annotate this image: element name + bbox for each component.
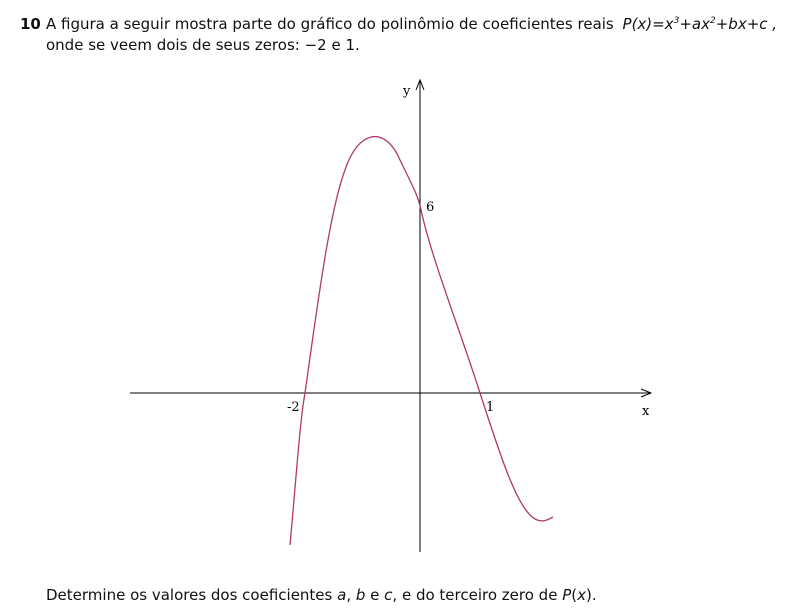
y-arrow <box>415 78 425 91</box>
prompt-part: , <box>346 586 356 604</box>
prompt-part: c <box>384 586 393 604</box>
point-label: -2 <box>287 400 300 415</box>
prompt: Determine os valores dos coeficientes a,… <box>46 586 597 604</box>
formula-exponent: 3 <box>673 16 680 26</box>
prompt-part: ( <box>571 586 578 604</box>
x-arrow <box>640 388 653 398</box>
formula: P(x)=x3+ax2+bx+c , <box>623 15 778 33</box>
prompt-part: , e do terceiro zero de <box>392 586 563 604</box>
point-label: 1 <box>486 400 494 415</box>
intro-line: A figura a seguir mostra parte do gráfic… <box>46 15 777 33</box>
prompt-part: Determine os valores dos coeficientes <box>46 586 338 604</box>
prompt-part: b <box>355 586 366 604</box>
curve <box>289 135 554 546</box>
intro-line-2: onde se veem dois de seus zeros: −2 e 1. <box>46 36 360 54</box>
formula-exponent: 2 <box>710 16 716 26</box>
question-number: 10 <box>20 15 41 33</box>
prompt-part: P <box>562 586 572 604</box>
formula-part: +ax <box>679 15 710 33</box>
prompt-part: e <box>365 586 385 604</box>
formula-part: P(x) <box>622 15 653 33</box>
formula-part: +bx+c , <box>715 15 778 33</box>
prompt-part: ). <box>586 586 597 604</box>
point-label: 6 <box>426 200 434 215</box>
formula-part: =x <box>652 15 674 33</box>
y-axis-label: y <box>402 84 411 99</box>
x-axis-label: x <box>642 404 650 419</box>
prompt-part: a <box>337 586 347 604</box>
intro-text: A figura a seguir mostra parte do gráfic… <box>46 15 614 33</box>
prompt-part: x <box>577 586 586 604</box>
